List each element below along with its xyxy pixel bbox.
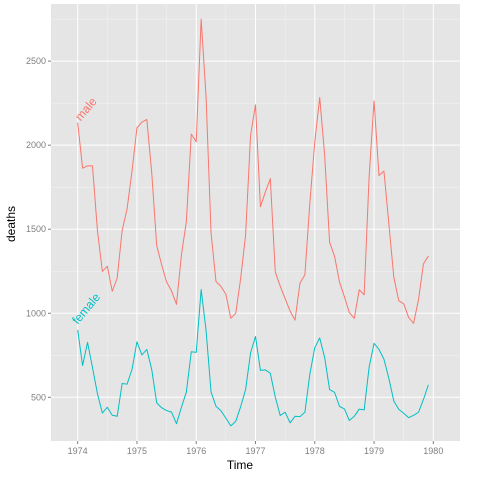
y-tick-labels: 500 1000 1500 2000 2500: [26, 56, 46, 402]
x-tick-label: 1978: [305, 446, 325, 456]
x-tick-label: 1979: [364, 446, 384, 456]
x-tick-label: 1975: [127, 446, 147, 456]
x-tick-label: 1976: [186, 446, 206, 456]
major-gridlines: [51, 4, 460, 441]
y-tick-label: 1500: [26, 224, 46, 234]
y-tick-label: 2000: [26, 140, 46, 150]
x-axis-title: Time: [227, 458, 254, 472]
series-lines: [77, 18, 429, 427]
series-line-male: [77, 18, 429, 324]
y-axis-title: deaths: [4, 206, 18, 242]
x-tick-label: 1974: [68, 446, 88, 456]
y-tick-label: 500: [31, 392, 46, 402]
axis-ticks: [48, 60, 434, 444]
x-tick-label: 1977: [245, 446, 265, 456]
x-tick-labels: 1974 1975 1976 1977 1978 1979 1980: [68, 446, 444, 456]
x-tick-label: 1980: [423, 446, 443, 456]
y-tick-label: 2500: [26, 56, 46, 66]
series-line-female: [77, 289, 429, 427]
y-tick-label: 1000: [26, 308, 46, 318]
